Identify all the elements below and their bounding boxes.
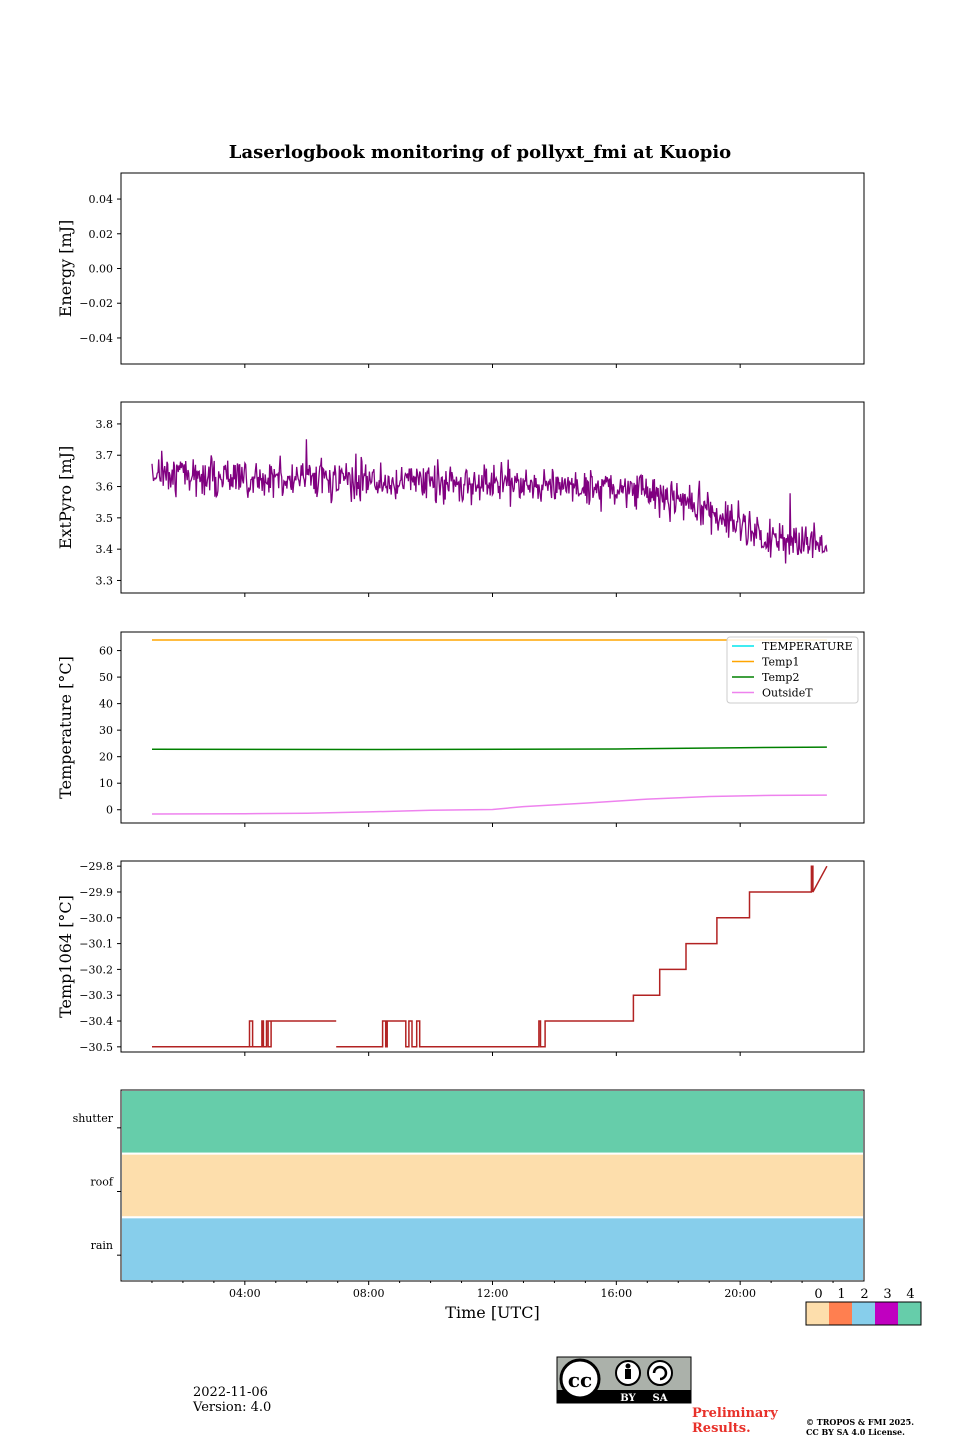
colorbar-label: 2 xyxy=(860,1287,868,1302)
y-tick-label: −29.8 xyxy=(79,860,113,873)
y-axis-label: Temp1064 [°C] xyxy=(56,895,75,1018)
legend-label: Temp2 xyxy=(762,671,799,684)
status-row-label: roof xyxy=(90,1176,114,1189)
y-tick-label: 30 xyxy=(99,724,113,737)
axes-frame xyxy=(120,401,865,594)
y-axis-label: Energy [mJ] xyxy=(56,220,75,318)
preliminary-notice: Preliminary Results. xyxy=(692,1406,778,1436)
y-tick-label: 0.04 xyxy=(89,193,114,206)
y-tick-label: −30.4 xyxy=(79,1015,113,1028)
y-tick-label: 0.02 xyxy=(89,228,114,241)
y-tick-label: 3.4 xyxy=(96,543,114,556)
y-axis-label: Temperature [°C] xyxy=(56,656,75,799)
copyright-line1: © TROPOS & FMI 2025. xyxy=(806,1417,915,1427)
panel-temp1064: −29.8 −29.9 −30.0 −30.1 −30.2 −30.3 −30.4 −30.5… xyxy=(56,860,865,1056)
panel-energy: 0.04 0.02 0.00 −0.02 −0.04 Energy [mJ] xyxy=(56,172,865,368)
colorbar-label: 0 xyxy=(814,1287,822,1302)
status-row-roof xyxy=(120,1152,865,1219)
footer-date: 2022-11-06 xyxy=(193,1385,268,1400)
colorbar-cell xyxy=(829,1302,852,1325)
preliminary-line2: Results. xyxy=(692,1421,751,1436)
cc-by-sa-badge: cc BY SA xyxy=(556,1356,692,1404)
y-tick-label: 60 xyxy=(99,645,113,658)
x-axis-label: Time [UTC] xyxy=(445,1303,539,1322)
y-tick-label: 3.7 xyxy=(96,449,114,462)
status-row-label: rain xyxy=(91,1239,113,1252)
y-tick-label: −0.04 xyxy=(79,332,113,345)
x-tick-label: 12:00 xyxy=(477,1287,509,1300)
y-tick-label: −30.5 xyxy=(79,1041,113,1054)
panel-temperature: 60 50 40 30 20 10 0 Temperature [°C] TEMPERATURE… xyxy=(56,631,865,827)
temp1064-segment xyxy=(336,865,828,1048)
colorbar-label: 4 xyxy=(906,1287,914,1302)
copyright-notice: © TROPOS & FMI 2025. CC BY SA 4.0 Licens… xyxy=(806,1417,914,1437)
status-row-rain xyxy=(120,1216,865,1283)
colorbar-cell xyxy=(806,1302,829,1325)
copyright-line2: CC BY SA 4.0 License. xyxy=(806,1427,905,1437)
legend-label: TEMPERATURE xyxy=(762,640,853,653)
extpyro-line xyxy=(151,439,828,564)
x-tick-label: 08:00 xyxy=(353,1287,385,1300)
series-outsidet xyxy=(151,794,827,815)
axes-frame xyxy=(120,172,865,365)
colorbar-cell xyxy=(875,1302,898,1325)
colorbar-cell xyxy=(898,1302,921,1325)
figure-title: Laserlogbook monitoring of pollyxt_fmi a… xyxy=(229,142,731,163)
x-tick-label: 16:00 xyxy=(600,1287,632,1300)
y-tick-label: −30.0 xyxy=(79,912,113,925)
y-tick-label: 0.00 xyxy=(89,263,114,276)
sa-icon xyxy=(647,1360,673,1386)
y-tick-label: −0.02 xyxy=(79,297,113,310)
footer-version: Version: 4.0 xyxy=(193,1400,272,1415)
y-tick-label: 3.8 xyxy=(96,418,114,431)
colorbar-frame xyxy=(805,1301,922,1326)
y-tick-label: 0 xyxy=(106,804,113,817)
colorbar-cell xyxy=(852,1302,875,1325)
series-temp2 xyxy=(151,746,827,751)
panel-status: shutter roof rain 04:00 08:00 12:00 16:00 20:00… xyxy=(73,1089,922,1326)
y-tick-label: −30.2 xyxy=(79,963,113,976)
y-axis-label: ExtPyro [mJ] xyxy=(56,446,75,549)
temp1064-segment xyxy=(152,1020,337,1048)
y-tick-label: −30.3 xyxy=(79,989,113,1002)
y-tick-label: −29.9 xyxy=(79,886,113,899)
y-tick-label: 3.5 xyxy=(96,512,114,525)
legend: TEMPERATURE Temp1 Temp2 OutsideT xyxy=(726,636,859,704)
sa-label: SA xyxy=(653,1393,668,1404)
y-tick-label: −30.1 xyxy=(79,938,113,951)
y-tick-label: 10 xyxy=(99,777,113,790)
y-tick-label: 3.3 xyxy=(96,574,114,587)
legend-box xyxy=(726,636,859,704)
status-row-shutter xyxy=(120,1089,865,1155)
preliminary-line1: Preliminary xyxy=(692,1406,778,1421)
x-tick-label: 20:00 xyxy=(724,1287,756,1300)
axes-frame xyxy=(120,860,865,1053)
by-label: BY xyxy=(620,1393,636,1404)
x-tick-label: 04:00 xyxy=(229,1287,261,1300)
y-tick-label: 20 xyxy=(99,751,113,764)
y-tick-label: 40 xyxy=(99,698,113,711)
y-tick-label: 3.6 xyxy=(96,481,114,494)
panel-extpyro: 3.8 3.7 3.6 3.5 3.4 3.3 ExtPyro [mJ] xyxy=(56,401,865,597)
colorbar-label: 3 xyxy=(883,1287,891,1302)
legend-label: Temp1 xyxy=(762,656,799,669)
legend-label: OutsideT xyxy=(762,687,813,700)
cc-icon xyxy=(559,1358,601,1400)
status-row-label: shutter xyxy=(73,1112,114,1125)
cc-icon-text: cc xyxy=(568,1368,592,1392)
axes-frame xyxy=(120,631,865,824)
y-tick-label: 50 xyxy=(99,671,113,684)
colorbar-label: 1 xyxy=(837,1287,845,1302)
